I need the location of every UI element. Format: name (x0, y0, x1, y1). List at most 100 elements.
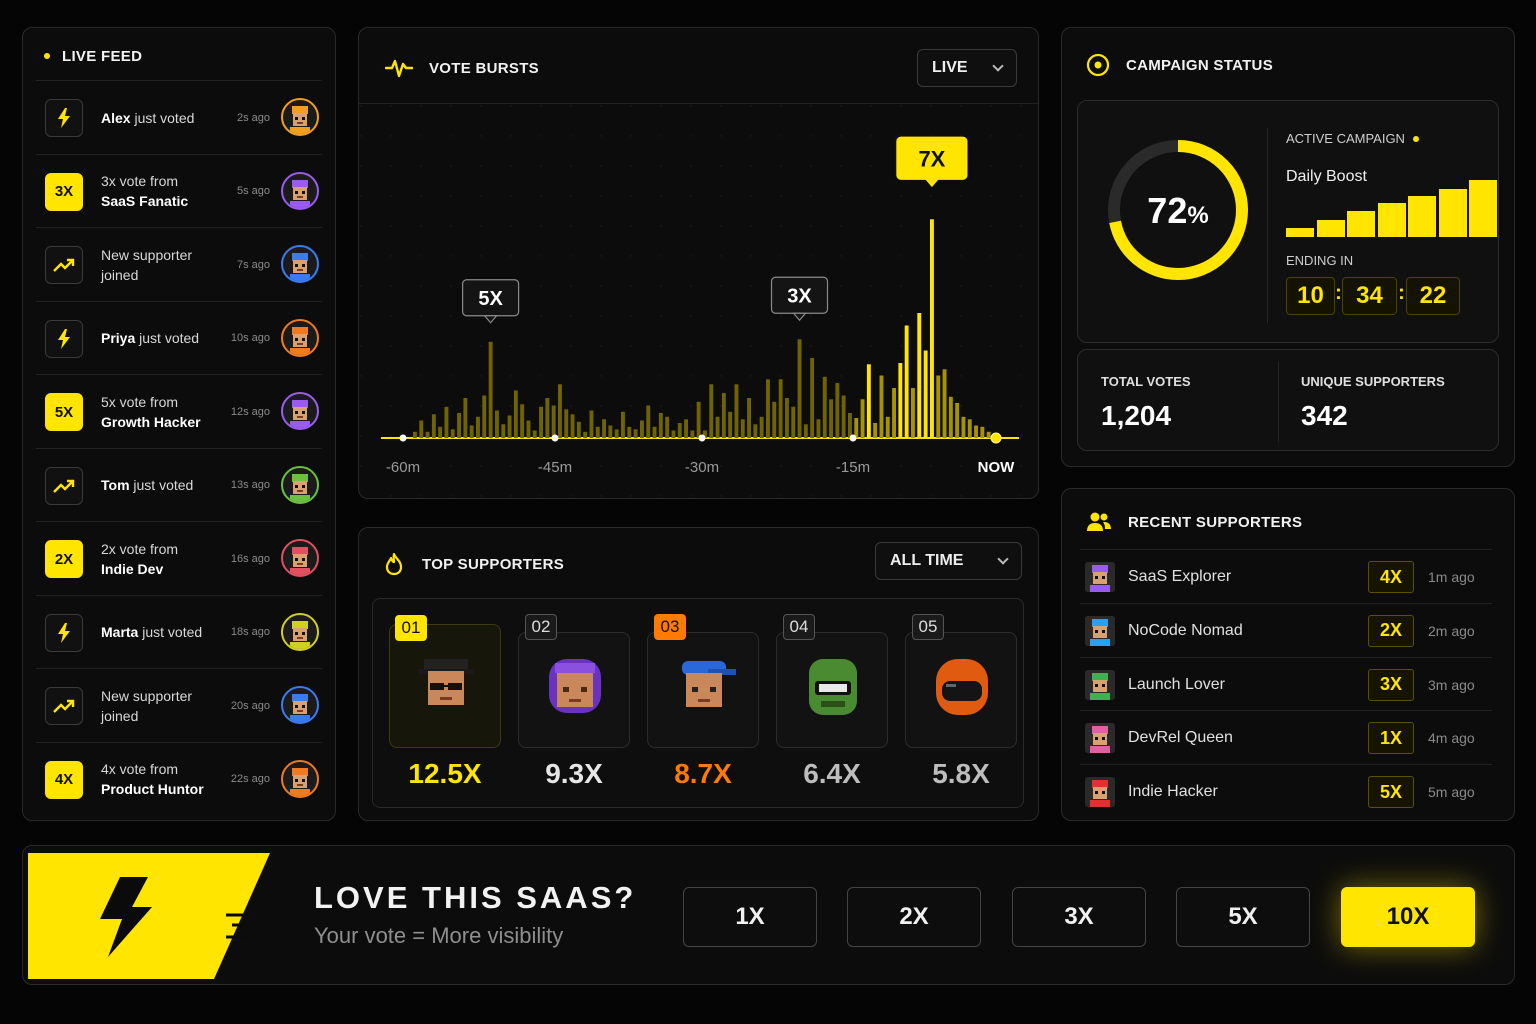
active-campaign-text: ACTIVE CAMPAIGN (1286, 131, 1405, 146)
timeline-marker (698, 434, 706, 442)
campaign-status-header: CAMPAIGN STATUS (1086, 52, 1273, 78)
unique-supporters-value: 342 (1301, 400, 1348, 431)
avatar[interactable] (281, 539, 319, 577)
recent-supporter-row[interactable]: NoCode Nomad 2X 2m ago (1080, 602, 1492, 657)
feed-line-2: Growth Hacker (101, 413, 201, 430)
chart-bar (715, 416, 720, 439)
rank-badge: 01 (395, 615, 427, 641)
users-icon (1087, 512, 1111, 531)
avatar[interactable] (281, 465, 319, 504)
cta-bolt-banner (28, 853, 270, 979)
feed-line-2: SaaS Fanatic (101, 193, 189, 209)
campaign-bar (1408, 195, 1436, 237)
avatar[interactable] (281, 171, 319, 210)
campaign-percent: 72% (1102, 190, 1254, 232)
top-supporter-card[interactable] (776, 632, 888, 748)
recent-supporter-row[interactable]: Launch Lover 3X 3m ago (1080, 656, 1492, 711)
chart-bar (463, 398, 468, 438)
feed-line-1: 3x vote from (101, 173, 179, 189)
chart-bar (936, 375, 941, 438)
chart-bar (501, 424, 506, 439)
feed-line-1: 4x vote from (101, 761, 179, 777)
avatar[interactable] (281, 98, 319, 136)
bolt-icon (45, 613, 83, 652)
chart-bar (860, 399, 865, 439)
chevron-down-icon (992, 60, 1004, 72)
recent-supporter-row[interactable]: Indie Hacker 5X 5m ago (1080, 764, 1492, 818)
chart-bar (488, 341, 493, 439)
burst-callout: 5X (462, 279, 520, 324)
axis-tick-label: -30m (685, 459, 719, 476)
chart-bar (728, 411, 733, 439)
chart-bar (948, 396, 953, 439)
supporter-name: DevRel Queen (1128, 729, 1233, 747)
recent-supporter-row[interactable]: SaaS Explorer 4X 1m ago (1080, 549, 1492, 603)
multiplier-badge: 3X (1368, 668, 1414, 701)
feed-line-2: Indie Dev (101, 560, 164, 577)
chart-bar (640, 420, 644, 438)
avatar[interactable] (281, 612, 319, 651)
chart-bar (438, 426, 443, 439)
chart-bar (810, 358, 815, 438)
chart-bar (532, 430, 537, 438)
divider (1267, 128, 1268, 323)
recent-supporter-row[interactable]: DevRel Queen 1X 4m ago (1080, 710, 1492, 764)
live-dot-icon (1412, 135, 1419, 142)
voter-name: Priya (101, 330, 136, 346)
divider (1278, 362, 1279, 442)
avatar[interactable] (281, 759, 319, 798)
avatar[interactable] (281, 686, 319, 724)
total-votes-value: 1,204 (1101, 400, 1172, 431)
campaign-bars (1286, 178, 1497, 237)
rank-badge: 02 (525, 614, 557, 640)
chart-bar (539, 406, 543, 439)
vote-10x-button[interactable]: 10X (1341, 887, 1475, 947)
supporter-multiplier: 12.5X (408, 758, 482, 789)
chart-bar (930, 219, 934, 439)
supporter-avatar (539, 651, 611, 723)
top-supporter-card[interactable] (518, 632, 630, 748)
supporter-avatar (410, 649, 482, 721)
supporter-time: 4m ago (1428, 730, 1475, 747)
top-supporter-card[interactable] (647, 632, 759, 748)
campaign-bar (1377, 202, 1406, 237)
multiplier-badge: 4X (1368, 561, 1414, 593)
feed-item: 2X 2x vote from Indie Dev 16s ago (36, 521, 322, 594)
callout-pointer (792, 312, 807, 322)
vote-bursts-title: VOTE BURSTS (429, 59, 539, 77)
multiplier-badge: 2X (45, 540, 83, 578)
avatar[interactable] (281, 392, 319, 430)
feed-action: just voted (139, 330, 200, 346)
chart-bar (967, 419, 972, 439)
live-feed-header: LIVE FEED (44, 45, 142, 67)
supporter-multiplier: 6.4X (803, 758, 861, 789)
feed-item: Priya just voted 10s ago (36, 300, 322, 374)
axis-tick-label: -15m (836, 459, 870, 476)
avatar[interactable] (281, 318, 319, 357)
campaign-status-title: CAMPAIGN STATUS (1126, 56, 1273, 74)
top-supporter-card[interactable] (389, 624, 501, 748)
trend-icon (45, 687, 83, 725)
multiplier-badge: 5X (1368, 776, 1414, 809)
feed-time: 12s ago (230, 405, 270, 418)
vote-2x-button[interactable]: 2X (847, 887, 981, 947)
trend-icon (45, 246, 83, 284)
chart-bar (766, 379, 770, 439)
chart-bar (633, 429, 638, 439)
all-time-dropdown[interactable]: ALL TIME (875, 542, 1022, 580)
feed-text: 5x vote from Growth Hacker (101, 375, 221, 448)
campaign-bar (1438, 188, 1467, 237)
timeline-marker (399, 434, 407, 442)
vote-3x-button[interactable]: 3X (1012, 887, 1146, 947)
chart-bar (822, 376, 827, 439)
chart-bar (589, 410, 594, 438)
supporter-avatar (668, 651, 740, 723)
vote-5x-button[interactable]: 5X (1176, 887, 1310, 947)
top-supporter-card[interactable] (905, 632, 1017, 748)
chart-bar (835, 383, 840, 438)
vote-1x-button[interactable]: 1X (683, 887, 817, 947)
avatar[interactable] (281, 245, 319, 283)
chart-bar (703, 430, 707, 438)
feed-line: Marta just voted (101, 622, 221, 642)
live-range-dropdown[interactable]: LIVE (917, 49, 1017, 87)
